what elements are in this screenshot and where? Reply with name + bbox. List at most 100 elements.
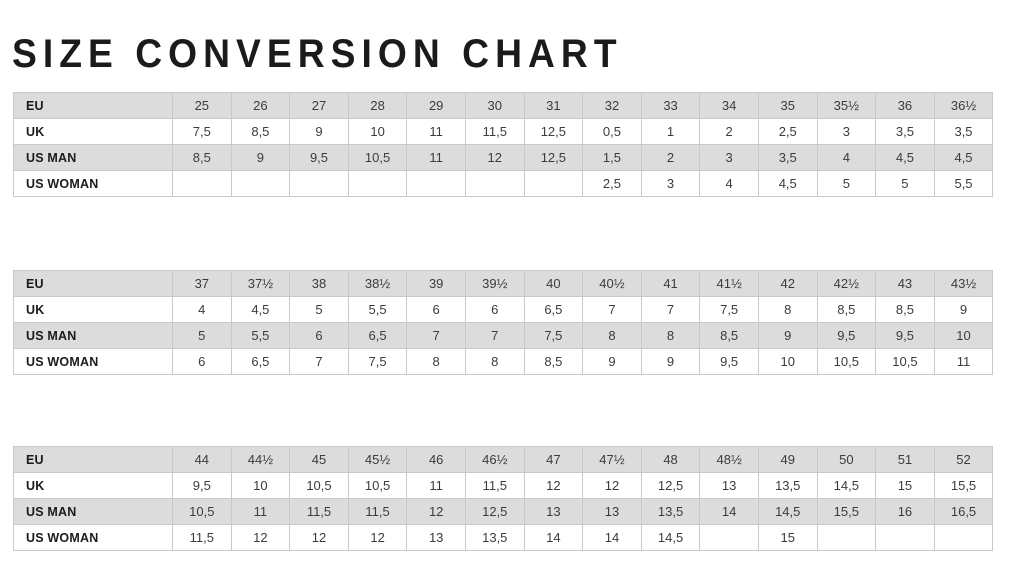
size-cell: 13: [582, 498, 642, 525]
table-row: UK 9,5 10 10,5 10,5 11 11,5 12 12 12,5 13 13,5 14,5 1…: [13, 472, 994, 499]
size-cell: 8,5: [875, 296, 935, 323]
size-cell: [816, 524, 877, 551]
size-cell: 44: [172, 446, 232, 473]
size-cell: 3,5: [875, 118, 935, 145]
size-cell: 46: [406, 446, 466, 473]
size-cell: 10,5: [289, 472, 349, 499]
size-cell: 6: [289, 322, 349, 349]
table-2-body: EU 37 37½ 38 38½ 39 39½ 40 40½ 41 41½ 42 42½ 43 43½ UK 4…: [13, 270, 994, 375]
size-cell: 41½: [699, 270, 759, 297]
table-row: UK 4 4,5 5 5,5 6 6 6,5 7 7 7,5 8 8,5 8,5 9: [13, 296, 994, 323]
size-cell: 10,5: [875, 348, 935, 375]
size-cell: 12,5: [523, 118, 584, 145]
size-table-1: EU 25 26 27 28 29 30 31 32 33 34 35 35½ 36 36½ UK 7,5 8,5…: [13, 92, 994, 197]
size-cell: 29: [406, 92, 466, 119]
size-cell: 14: [523, 524, 584, 551]
size-cell: 4,5: [757, 170, 818, 197]
size-cell: 45: [289, 446, 349, 473]
size-cell: 9,5: [699, 348, 759, 375]
size-cell: 32: [582, 92, 642, 119]
size-cell: 47½: [582, 446, 642, 473]
size-cell: 45½: [347, 446, 408, 473]
size-cell: 7: [640, 296, 701, 323]
size-cell: 4: [172, 296, 232, 323]
size-cell: 12,5: [464, 498, 525, 525]
size-cell: [875, 524, 935, 551]
row-label-eu: EU: [13, 270, 173, 297]
table-row: US MAN 10,5 11 11,5 11,5 12 12,5 13 13 13,5 14 14,5…: [13, 498, 994, 525]
size-cell: 9: [640, 348, 701, 375]
size-cell: 12,5: [523, 144, 584, 171]
size-cell: 14,5: [640, 524, 701, 551]
row-label-us-woman: US WOMAN: [13, 348, 173, 375]
size-cell: 0,5: [582, 118, 642, 145]
size-cell: 52: [933, 446, 994, 473]
size-cell: 2,5: [582, 170, 642, 197]
size-cell: 15,5: [816, 498, 877, 525]
size-cell: 44½: [230, 446, 291, 473]
size-cell: 5: [289, 296, 349, 323]
table-row: EU 25 26 27 28 29 30 31 32 33 34 35 35½ 36 36½: [13, 92, 994, 119]
size-cell: 37½: [230, 270, 291, 297]
row-label-eu: EU: [13, 446, 173, 473]
size-cell: 26: [230, 92, 291, 119]
size-cell: 43: [875, 270, 935, 297]
table-row: US MAN 5 5,5 6 6,5 7 7 7,5 8 8 8,5 9 9,5 9,5 10: [13, 322, 994, 349]
size-cell: 16: [875, 498, 935, 525]
size-cell: 49: [757, 446, 818, 473]
size-cell: 4,5: [230, 296, 291, 323]
size-table-3: EU 44 44½ 45 45½ 46 46½ 47 47½ 48 48½ 49 50 51 52 UK 9,5…: [13, 446, 994, 551]
size-cell: 10,5: [347, 472, 408, 499]
size-cell: 8,5: [172, 144, 232, 171]
size-cell: 5,5: [347, 296, 408, 323]
size-cell: 39½: [464, 270, 525, 297]
size-cell: 6,5: [523, 296, 584, 323]
size-cell: 36½: [933, 92, 994, 119]
size-cell: [230, 170, 291, 197]
size-cell: [464, 170, 525, 197]
size-cell: 10,5: [347, 144, 408, 171]
size-cell: 47: [523, 446, 584, 473]
size-cell: 38: [289, 270, 349, 297]
size-cell: 6: [172, 348, 232, 375]
size-cell: [406, 170, 466, 197]
size-cell: 8,5: [816, 296, 877, 323]
size-cell: 8: [582, 322, 642, 349]
size-cell: 13,5: [640, 498, 701, 525]
size-cell: 4: [699, 170, 759, 197]
size-cell: 3: [699, 144, 759, 171]
size-cell: 10,5: [172, 498, 232, 525]
row-label-us-woman: US WOMAN: [13, 524, 173, 551]
size-cell: 48½: [699, 446, 759, 473]
size-cell: 15,5: [933, 472, 994, 499]
size-cell: 7,5: [172, 118, 232, 145]
size-cell: 25: [172, 92, 232, 119]
table-row: EU 37 37½ 38 38½ 39 39½ 40 40½ 41 41½ 42 42½ 43 43½: [13, 270, 994, 297]
size-cell: 15: [875, 472, 935, 499]
size-cell: 13,5: [464, 524, 525, 551]
size-cell: 9,5: [289, 144, 349, 171]
size-cell: 7: [582, 296, 642, 323]
size-cell: 1,5: [582, 144, 642, 171]
table-row: US WOMAN 6 6,5 7 7,5 8 8 8,5 9 9 9,5 10 10,5 10,5 11: [13, 348, 994, 375]
size-cell: 12: [523, 472, 584, 499]
size-cell: 40: [523, 270, 584, 297]
size-cell: [289, 170, 349, 197]
size-cell: 31: [523, 92, 584, 119]
size-cell: 41: [640, 270, 701, 297]
size-cell: 40½: [582, 270, 642, 297]
size-cell: 11: [230, 498, 291, 525]
size-cell: 14,5: [816, 472, 877, 499]
size-cell: 12: [230, 524, 291, 551]
page-title: SIZE CONVERSION CHART: [12, 31, 623, 76]
size-cell: 50: [816, 446, 877, 473]
size-cell: 12,5: [640, 472, 701, 499]
size-cell: 5: [172, 322, 232, 349]
table-row: EU 44 44½ 45 45½ 46 46½ 47 47½ 48 48½ 49 50 51 52: [13, 446, 994, 473]
size-cell: 15: [757, 524, 818, 551]
size-cell: 9: [582, 348, 642, 375]
size-cell: 9: [757, 322, 818, 349]
size-cell: 10: [347, 118, 408, 145]
size-cell: 42½: [816, 270, 877, 297]
size-cell: 7: [406, 322, 466, 349]
